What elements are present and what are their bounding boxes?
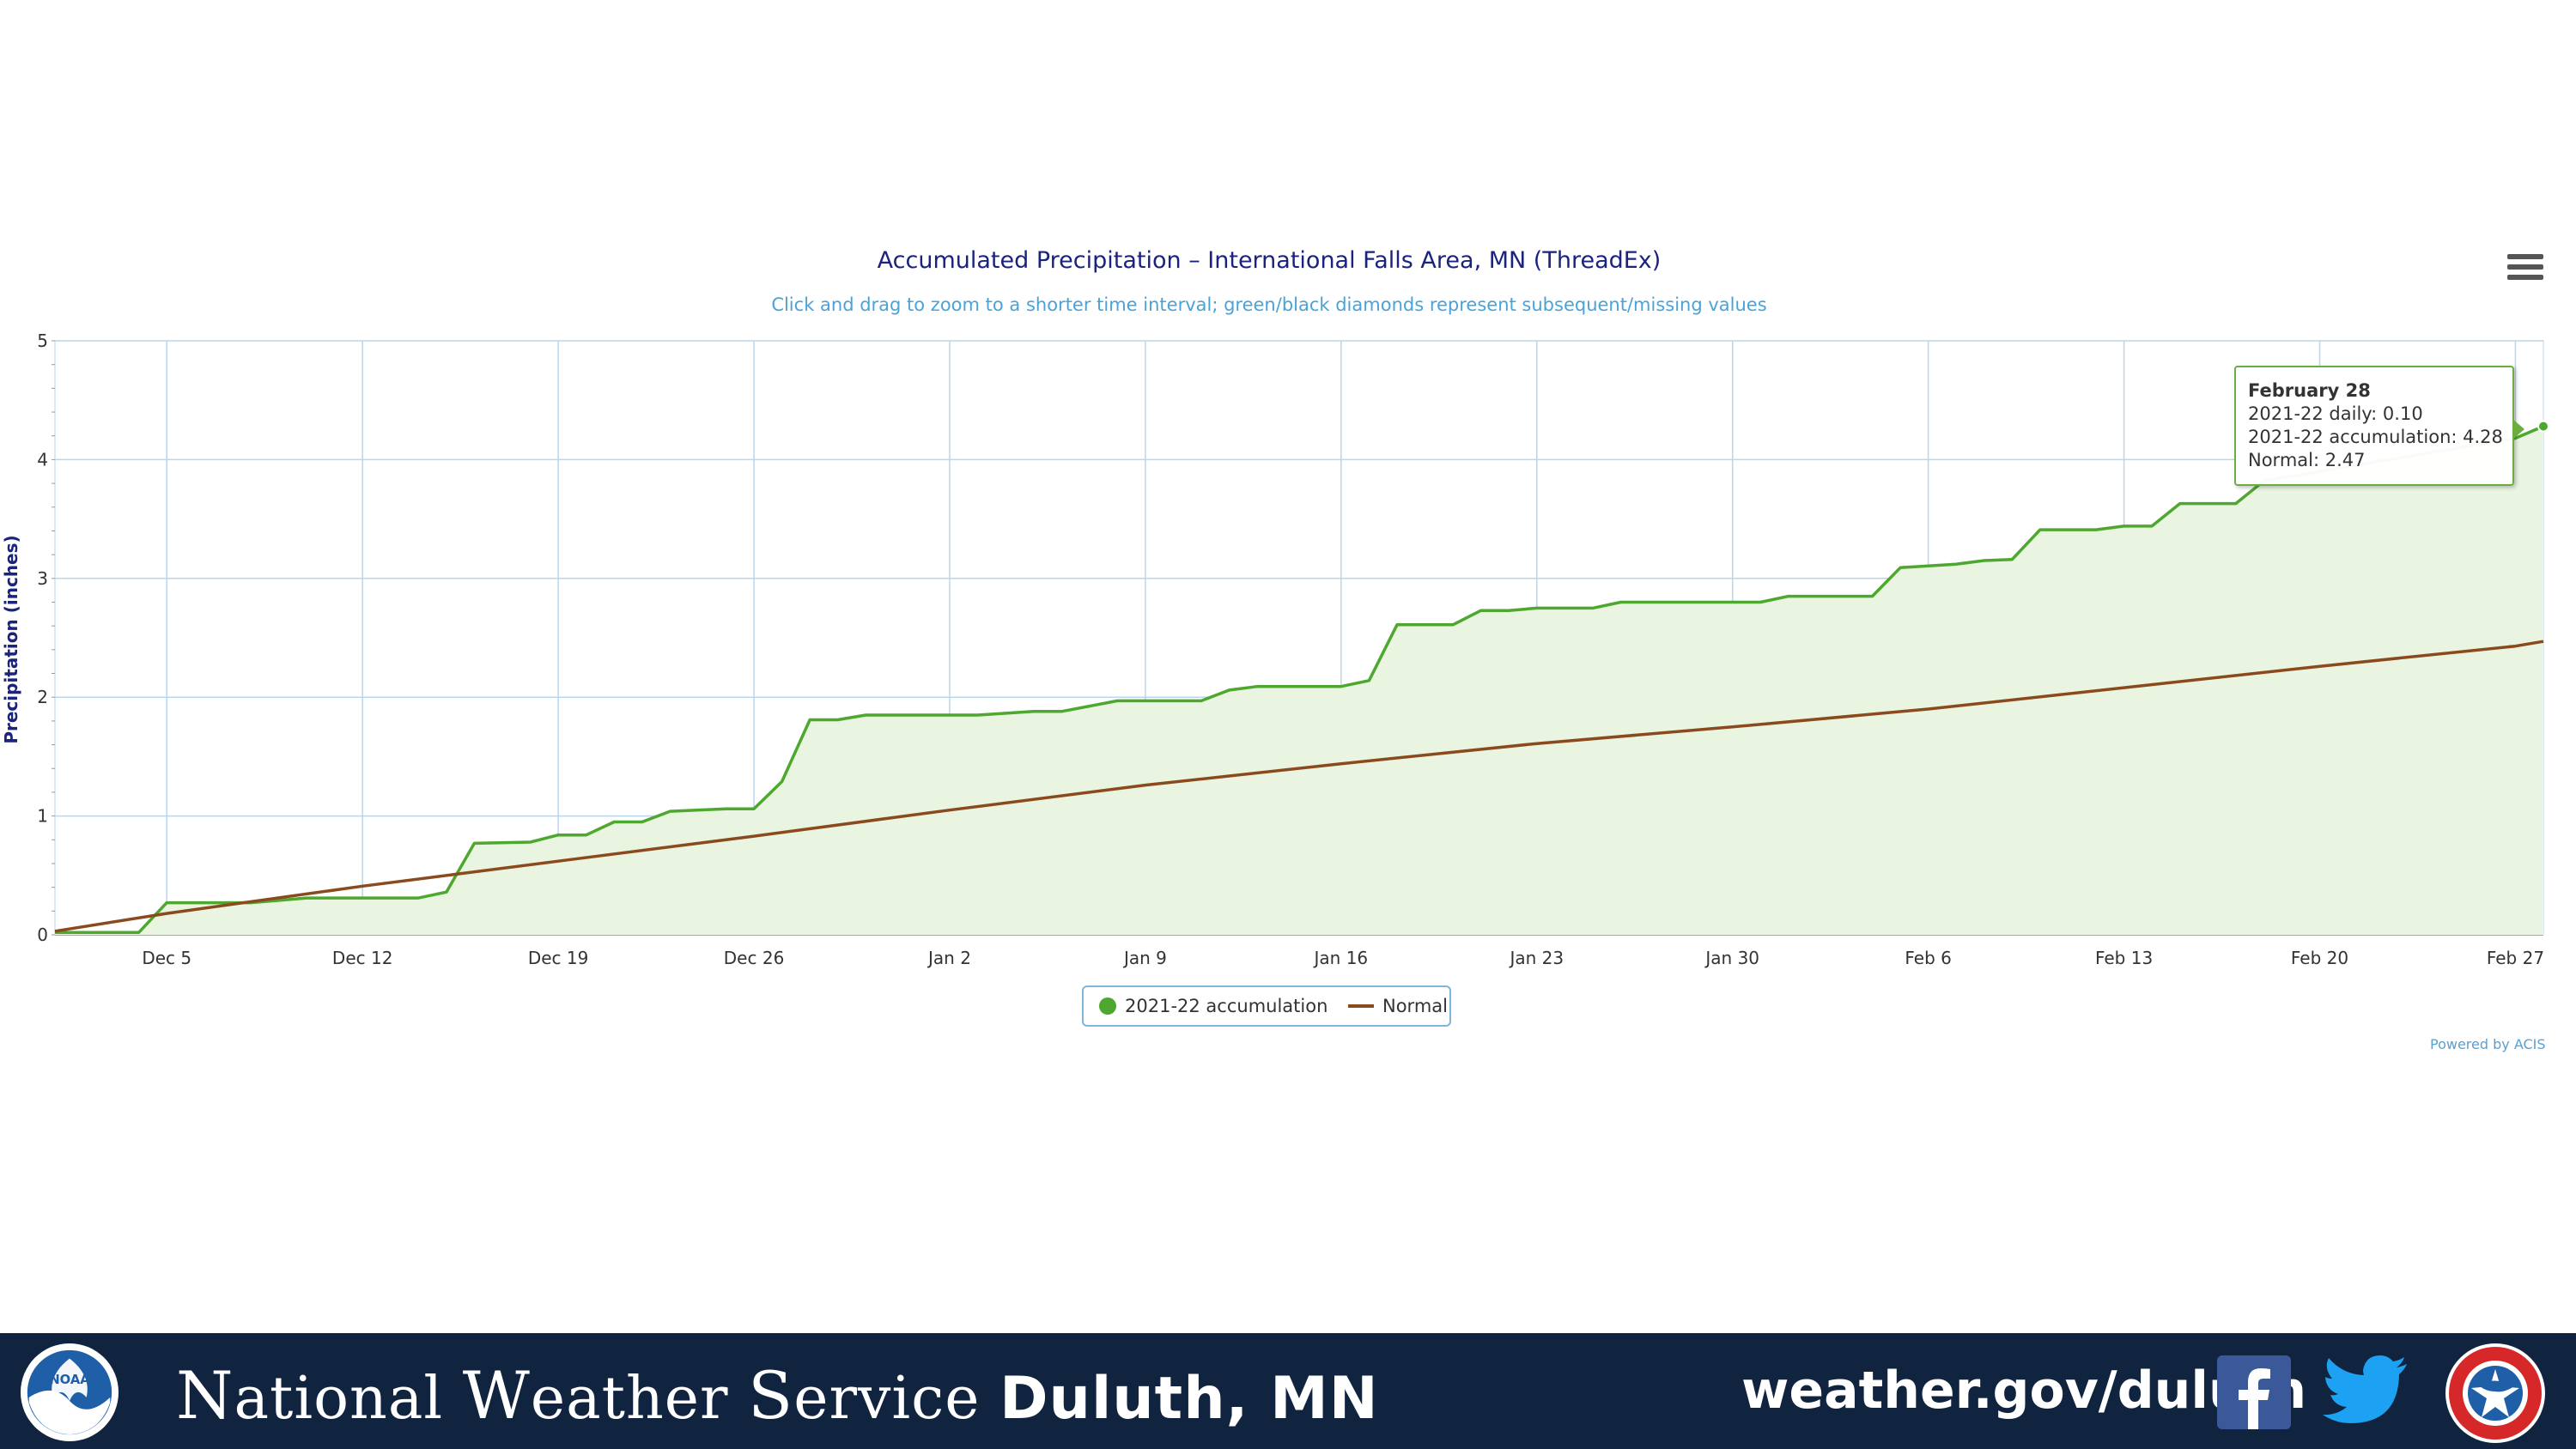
menu-bar-icon (2507, 254, 2543, 259)
x-tick-label: Jan 23 (1508, 948, 1564, 968)
series-area-fill-0 (55, 426, 2543, 936)
tooltip-line-daily: 2021-22 daily: 0.10 (2248, 403, 2423, 424)
y-axis-ticks: 0 1 2 3 4 5 (37, 330, 48, 945)
footer-office-name: Duluth, MN (999, 1365, 1379, 1433)
footer-website-link[interactable]: weather.gov/duluth (1741, 1361, 2307, 1421)
x-tick-label: Feb 13 (2095, 948, 2153, 968)
facebook-icon[interactable] (2217, 1355, 2291, 1429)
footer-org-title: National Weather Service Duluth, MN (176, 1357, 1379, 1434)
tooltip-line-normal: Normal: 2.47 (2248, 450, 2366, 470)
x-tick-label: Jan 16 (1313, 948, 1369, 968)
y-axis-label: Precipitation (inches) (1, 535, 21, 743)
legend-item-accumulation[interactable]: 2021-22 accumulation (1099, 996, 1327, 1016)
menu-bar-icon (2507, 275, 2543, 280)
x-tick-label: Feb 20 (2291, 948, 2348, 968)
y-tick-label: 4 (37, 449, 48, 470)
legend-label-normal: Normal (1382, 996, 1448, 1016)
x-tick-label: Dec 26 (724, 948, 785, 968)
tooltip-title: February 28 (2248, 380, 2371, 401)
legend-dot-icon (1099, 997, 1116, 1015)
y-tick-label: 3 (37, 568, 48, 589)
noaa-logo-text: NOAA (49, 1373, 90, 1387)
x-tick-label: Dec 12 (332, 948, 393, 968)
x-axis-ticks: Dec 5 Dec 12 Dec 19 Dec 26 Jan 2 Jan 9 Jan 16 J… (142, 948, 2544, 968)
acis-credit-link[interactable]: Powered by ACIS (2430, 1036, 2546, 1052)
noaa-logo[interactable]: NOAA (19, 1342, 120, 1443)
series-lines[interactable] (54, 424, 2544, 934)
series-line-0[interactable] (55, 424, 2544, 934)
tooltip-line-accumulation: 2021-22 accumulation: 4.28 (2248, 427, 2503, 447)
y-tick-label: 5 (37, 330, 48, 351)
chart-title: Accumulated Precipitation – Internationa… (878, 247, 1662, 274)
twitter-icon[interactable] (2323, 1354, 2409, 1431)
series-line-1[interactable] (54, 640, 2544, 933)
y-tick-label: 2 (37, 687, 48, 707)
legend-label-accumulation: 2021-22 accumulation (1125, 996, 1328, 1016)
x-tick-label: Jan 30 (1704, 948, 1759, 968)
x-tick-label: Jan 9 (1122, 948, 1167, 968)
x-tick-label: Jan 2 (927, 948, 971, 968)
chart-tooltip: February 28 2021-22 daily: 0.10 2021-22 … (2234, 366, 2524, 486)
nws-logo[interactable] (2444, 1342, 2547, 1445)
legend-item-normal[interactable]: Normal (1348, 996, 1448, 1016)
chart-menu-button[interactable] (2507, 254, 2543, 283)
hover-marker (2537, 420, 2549, 433)
x-tick-label: Feb 6 (1905, 948, 1952, 968)
y-tick-label: 1 (37, 806, 48, 827)
hover-point (2537, 420, 2549, 433)
x-tick-label: Feb 27 (2487, 948, 2544, 968)
x-tick-label: Dec 5 (142, 948, 191, 968)
legend-line-icon (1348, 1004, 1374, 1008)
chart-legend: 2021-22 accumulation Normal (1082, 985, 1451, 1027)
menu-bar-icon (2507, 264, 2543, 270)
x-tick-label: Dec 19 (528, 948, 589, 968)
precipitation-chart[interactable]: Accumulated Precipitation – Internationa… (0, 0, 2576, 1064)
footer-banner: NOAA National Weather Service Duluth, MN… (0, 1333, 2576, 1449)
y-tick-label: 0 (37, 925, 48, 945)
chart-subtitle: Click and drag to zoom to a shorter time… (771, 294, 1766, 315)
series-area (55, 426, 2543, 936)
